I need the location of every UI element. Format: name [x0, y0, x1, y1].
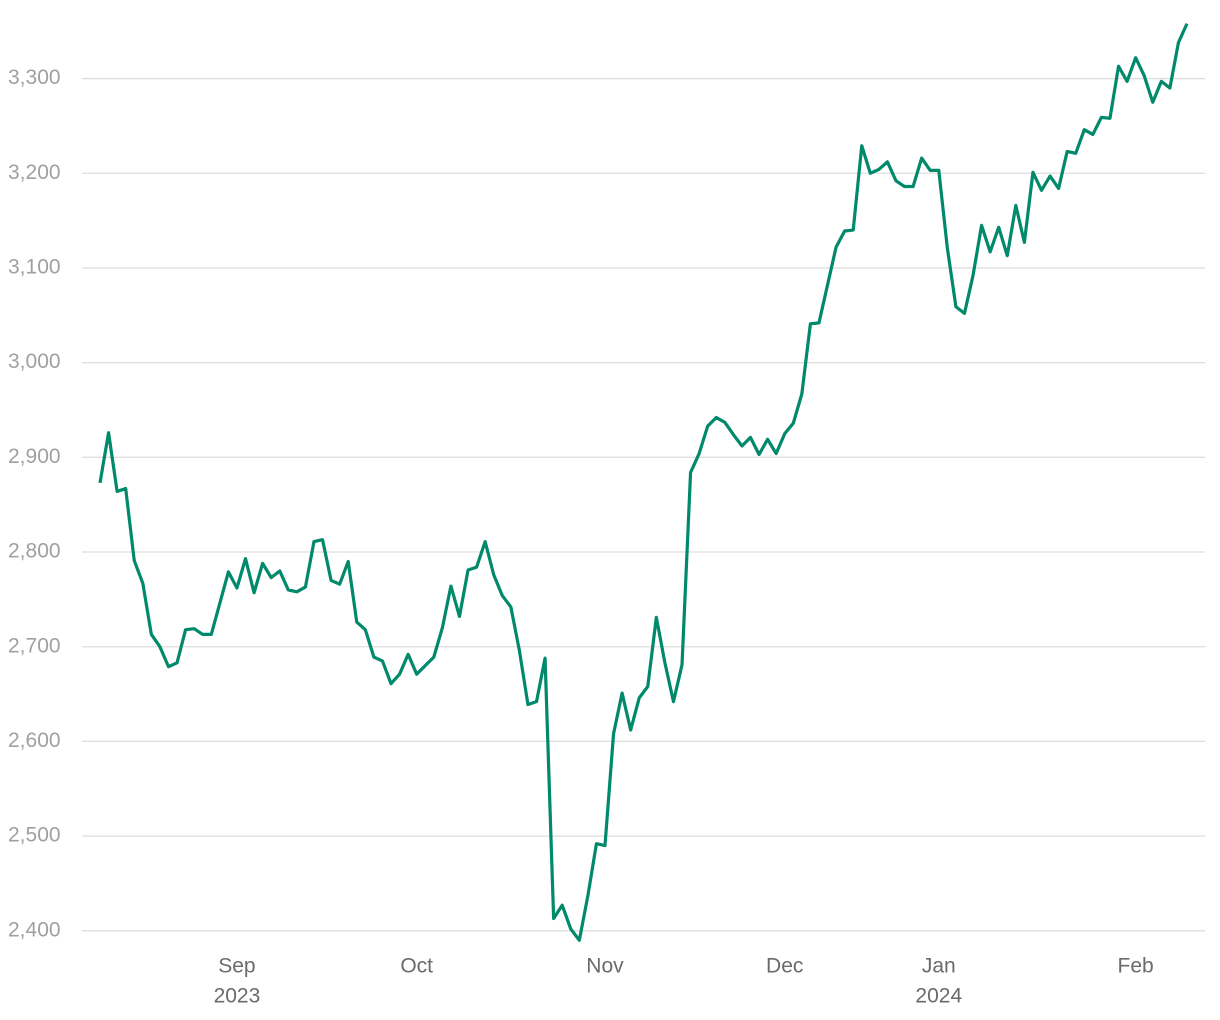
x-tick-label: Jan	[922, 955, 956, 978]
x-year-label: 2023	[214, 985, 261, 1008]
x-tick-label: Sep	[218, 955, 255, 978]
x-tick-label: Nov	[586, 955, 624, 978]
y-tick-label: 2,400	[8, 918, 61, 941]
y-tick-label: 3,100	[8, 255, 61, 278]
y-tick-label: 2,800	[8, 540, 61, 563]
y-tick-label: 2,600	[8, 729, 61, 752]
y-tick-label: 3,000	[8, 350, 61, 373]
x-tick-label: Dec	[766, 955, 803, 978]
x-year-label: 2024	[915, 985, 962, 1008]
price-line	[98, 22, 1189, 942]
y-tick-label: 3,300	[8, 66, 61, 89]
y-tick-label: 2,900	[8, 445, 61, 468]
y-tick-label: 2,500	[8, 824, 61, 847]
y-tick-label: 3,200	[8, 161, 61, 184]
x-tick-label: Oct	[400, 955, 433, 978]
x-tick-label: Feb	[1118, 955, 1154, 978]
y-tick-label: 2,700	[8, 634, 61, 657]
